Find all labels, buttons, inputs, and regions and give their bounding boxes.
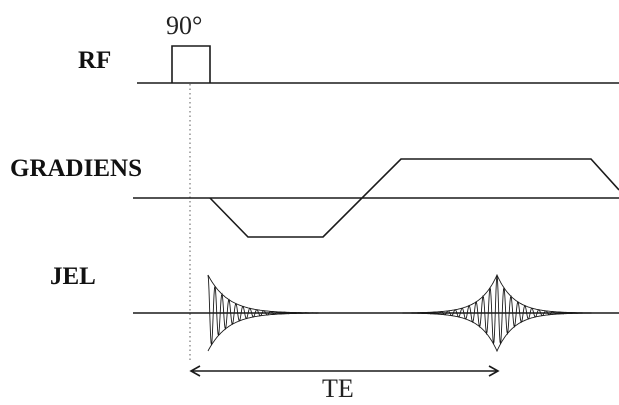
echo-envelope-top <box>385 273 615 314</box>
fid-envelope-bottom <box>207 312 325 352</box>
echo-envelope-bottom <box>385 312 615 353</box>
gradient-label: GRADIENS <box>10 155 142 182</box>
echo-time-arrow <box>189 365 500 377</box>
signal-label: JEL <box>50 263 96 290</box>
echo-oscillation <box>420 274 581 345</box>
gradient-waveform <box>209 158 619 238</box>
echo-time-label: TE <box>322 374 354 403</box>
fid-signal <box>207 274 325 352</box>
rf-label: RF <box>78 47 111 74</box>
fid-oscillation <box>207 274 325 345</box>
flip-angle-label: 90° <box>166 11 202 40</box>
echo-signal <box>385 273 615 353</box>
fid-envelope-top <box>207 274 325 314</box>
rf-pulse <box>171 45 211 83</box>
